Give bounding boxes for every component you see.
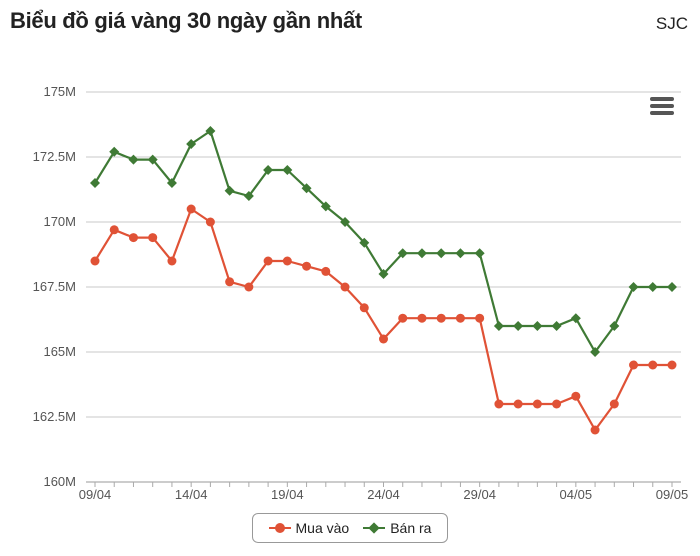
chart-legend: Mua vào Bán ra <box>252 513 448 543</box>
data-point-buy <box>532 399 542 409</box>
data-point-sell <box>301 183 312 194</box>
y-tick-label: 170M <box>43 214 76 229</box>
hamburger-menu-icon[interactable] <box>650 97 674 117</box>
data-point-buy <box>359 303 369 313</box>
data-point-sell <box>667 282 677 292</box>
data-point-sell <box>263 165 274 175</box>
series-line-buy <box>94 207 672 432</box>
data-point-buy <box>513 399 523 409</box>
menu-bar-line <box>650 97 674 101</box>
data-point-sell <box>205 126 216 136</box>
data-point-sell <box>609 321 620 331</box>
data-point-buy <box>302 261 312 271</box>
data-point-buy <box>571 391 581 401</box>
x-tick-label: 09/04 <box>79 487 112 502</box>
x-tick-label: 29/04 <box>463 487 496 502</box>
data-point-buy <box>398 313 408 323</box>
data-point-buy <box>609 399 619 409</box>
data-point-buy <box>225 277 235 287</box>
data-point-sell <box>282 165 293 175</box>
x-tick-label: 19/04 <box>271 487 304 502</box>
data-point-sell <box>493 321 504 331</box>
data-point-buy <box>417 313 427 323</box>
data-point-buy <box>282 256 292 266</box>
data-point-sell <box>570 313 581 324</box>
data-point-sell <box>90 178 100 188</box>
data-point-sell <box>436 248 447 259</box>
data-point-buy <box>552 399 562 409</box>
data-point-sell <box>532 321 543 331</box>
data-point-sell <box>397 248 408 259</box>
y-tick-label: 162.5M <box>33 409 76 424</box>
data-point-buy <box>436 313 446 323</box>
data-point-sell <box>243 191 254 201</box>
data-point-buy <box>109 225 119 235</box>
data-point-sell <box>128 154 139 165</box>
data-point-sell <box>359 237 370 248</box>
data-point-sell <box>378 269 389 279</box>
y-tick-label: 175M <box>43 84 76 99</box>
legend-label-sell: Bán ra <box>390 520 432 536</box>
menu-bar-line <box>650 104 674 108</box>
data-point-buy <box>590 425 600 435</box>
data-point-buy <box>186 204 196 214</box>
data-point-sell <box>628 282 639 292</box>
data-point-buy <box>128 233 138 243</box>
series-line-sell <box>94 129 672 354</box>
data-point-sell <box>416 248 427 259</box>
data-point-sell <box>455 248 466 259</box>
data-point-sell <box>513 321 524 331</box>
y-tick-label: 160M <box>43 474 76 489</box>
data-point-buy <box>455 313 465 323</box>
legend-item-buy[interactable]: Mua vào <box>268 520 350 536</box>
data-point-sell <box>186 139 197 149</box>
x-tick-label: 04/05 <box>560 487 593 502</box>
y-tick-label: 172.5M <box>33 149 76 164</box>
data-point-sell <box>590 347 601 357</box>
x-tick-label: 14/04 <box>175 487 208 502</box>
legend-key-sell <box>363 522 386 534</box>
data-point-sell <box>224 185 235 196</box>
data-point-buy <box>244 282 254 292</box>
data-point-sell <box>647 282 658 292</box>
data-point-buy <box>148 233 158 243</box>
legend-item-sell[interactable]: Bán ra <box>363 520 431 536</box>
data-point-buy <box>263 256 273 266</box>
data-point-buy <box>321 266 331 276</box>
data-point-sell <box>147 154 158 165</box>
menu-bar-line <box>650 111 674 115</box>
data-point-sell <box>166 178 177 188</box>
data-point-buy <box>379 334 388 344</box>
data-point-buy <box>90 256 100 266</box>
data-point-buy <box>205 217 215 227</box>
data-point-buy <box>167 256 177 266</box>
x-tick-label: 09/05 <box>656 487 689 502</box>
data-point-sell <box>340 217 351 227</box>
y-tick-label: 167.5M <box>33 279 76 294</box>
data-point-sell <box>551 321 562 331</box>
data-point-sell <box>474 248 485 259</box>
data-point-sell <box>320 201 331 212</box>
data-point-buy <box>667 360 677 370</box>
legend-key-buy <box>268 522 291 534</box>
page-title: Biểu đồ giá vàng 30 ngày gần nhất <box>10 8 362 33</box>
data-point-buy <box>494 399 504 409</box>
brand-label: SJC <box>655 14 688 33</box>
data-point-buy <box>648 360 658 370</box>
data-point-sell <box>109 146 120 157</box>
data-point-buy <box>629 360 639 370</box>
data-point-buy <box>340 282 350 292</box>
legend-label-buy: Mua vào <box>295 520 350 536</box>
y-tick-label: 165M <box>43 344 76 359</box>
x-tick-label: 24/04 <box>367 487 400 502</box>
data-point-buy <box>475 313 485 323</box>
